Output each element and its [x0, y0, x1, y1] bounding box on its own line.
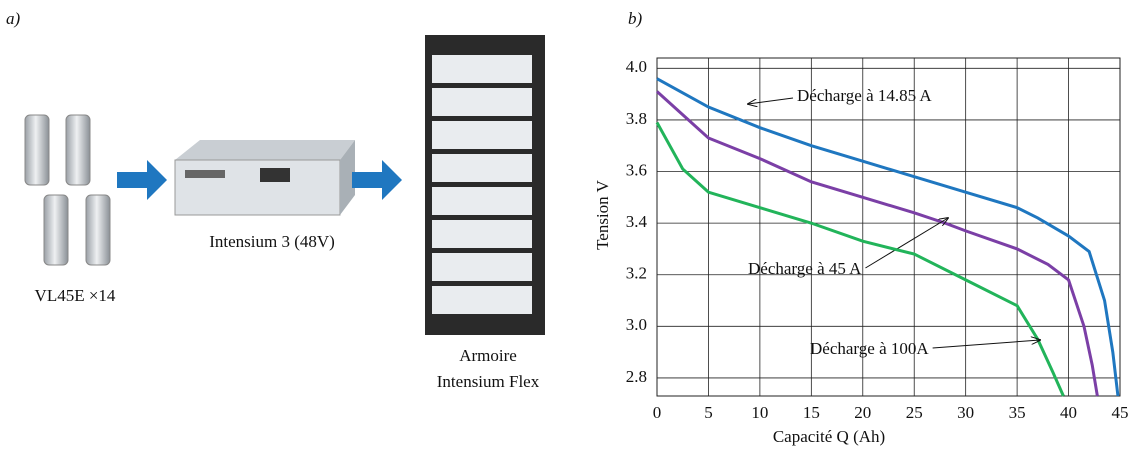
series-line	[655, 90, 1099, 397]
plot-frame	[656, 57, 1121, 397]
x-tick-label: 40	[1060, 403, 1077, 422]
annotation: Décharge à 45 A	[748, 259, 862, 278]
arrow	[352, 160, 402, 200]
cabinet-label: Intensium Flex	[437, 372, 540, 391]
cells	[24, 114, 111, 266]
cells-label: VL45E ×14	[35, 286, 116, 305]
y-tick-label: 3.6	[626, 160, 647, 179]
annotation: Décharge à 100A	[810, 339, 929, 358]
cabinet-label: Armoire	[459, 346, 517, 365]
annotation-arrow	[748, 97, 794, 104]
y-tick-label: 3.4	[626, 212, 648, 231]
series-line	[655, 121, 1065, 397]
x-tick-label: 25	[906, 403, 923, 422]
module	[174, 140, 355, 216]
y-tick-label: 3.8	[626, 109, 647, 128]
series-line	[656, 77, 1120, 397]
panel-label: b)	[628, 9, 643, 28]
annotation-arrow	[932, 340, 1040, 349]
x-tick-label: 10	[751, 403, 768, 422]
x-tick-label: 35	[1009, 403, 1026, 422]
x-tick-label: 0	[653, 403, 662, 422]
x-tick-label: 45	[1112, 403, 1129, 422]
y-tick-label: 3.2	[626, 264, 647, 283]
x-tick-label: 5	[704, 403, 713, 422]
annotation: Décharge à 14.85 A	[797, 86, 932, 105]
y-tick-label: 2.8	[626, 367, 647, 386]
arrow	[117, 160, 167, 200]
y-tick-label: 3.0	[626, 315, 647, 334]
panel-a: a) VL45E ×14 Intensium 3	[6, 9, 545, 391]
y-axis-label: Tension V	[593, 179, 612, 250]
panel-label: a)	[6, 9, 21, 28]
x-tick-label: 30	[957, 403, 974, 422]
x-tick-label: 20	[854, 403, 871, 422]
x-tick-label: 15	[803, 403, 820, 422]
module-label: Intensium 3 (48V)	[209, 232, 335, 251]
y-tick-label: 4.0	[626, 57, 647, 76]
x-axis-label: Capacité Q (Ah)	[773, 427, 885, 446]
annotation-arrow	[865, 218, 948, 269]
cabinet	[425, 35, 545, 335]
